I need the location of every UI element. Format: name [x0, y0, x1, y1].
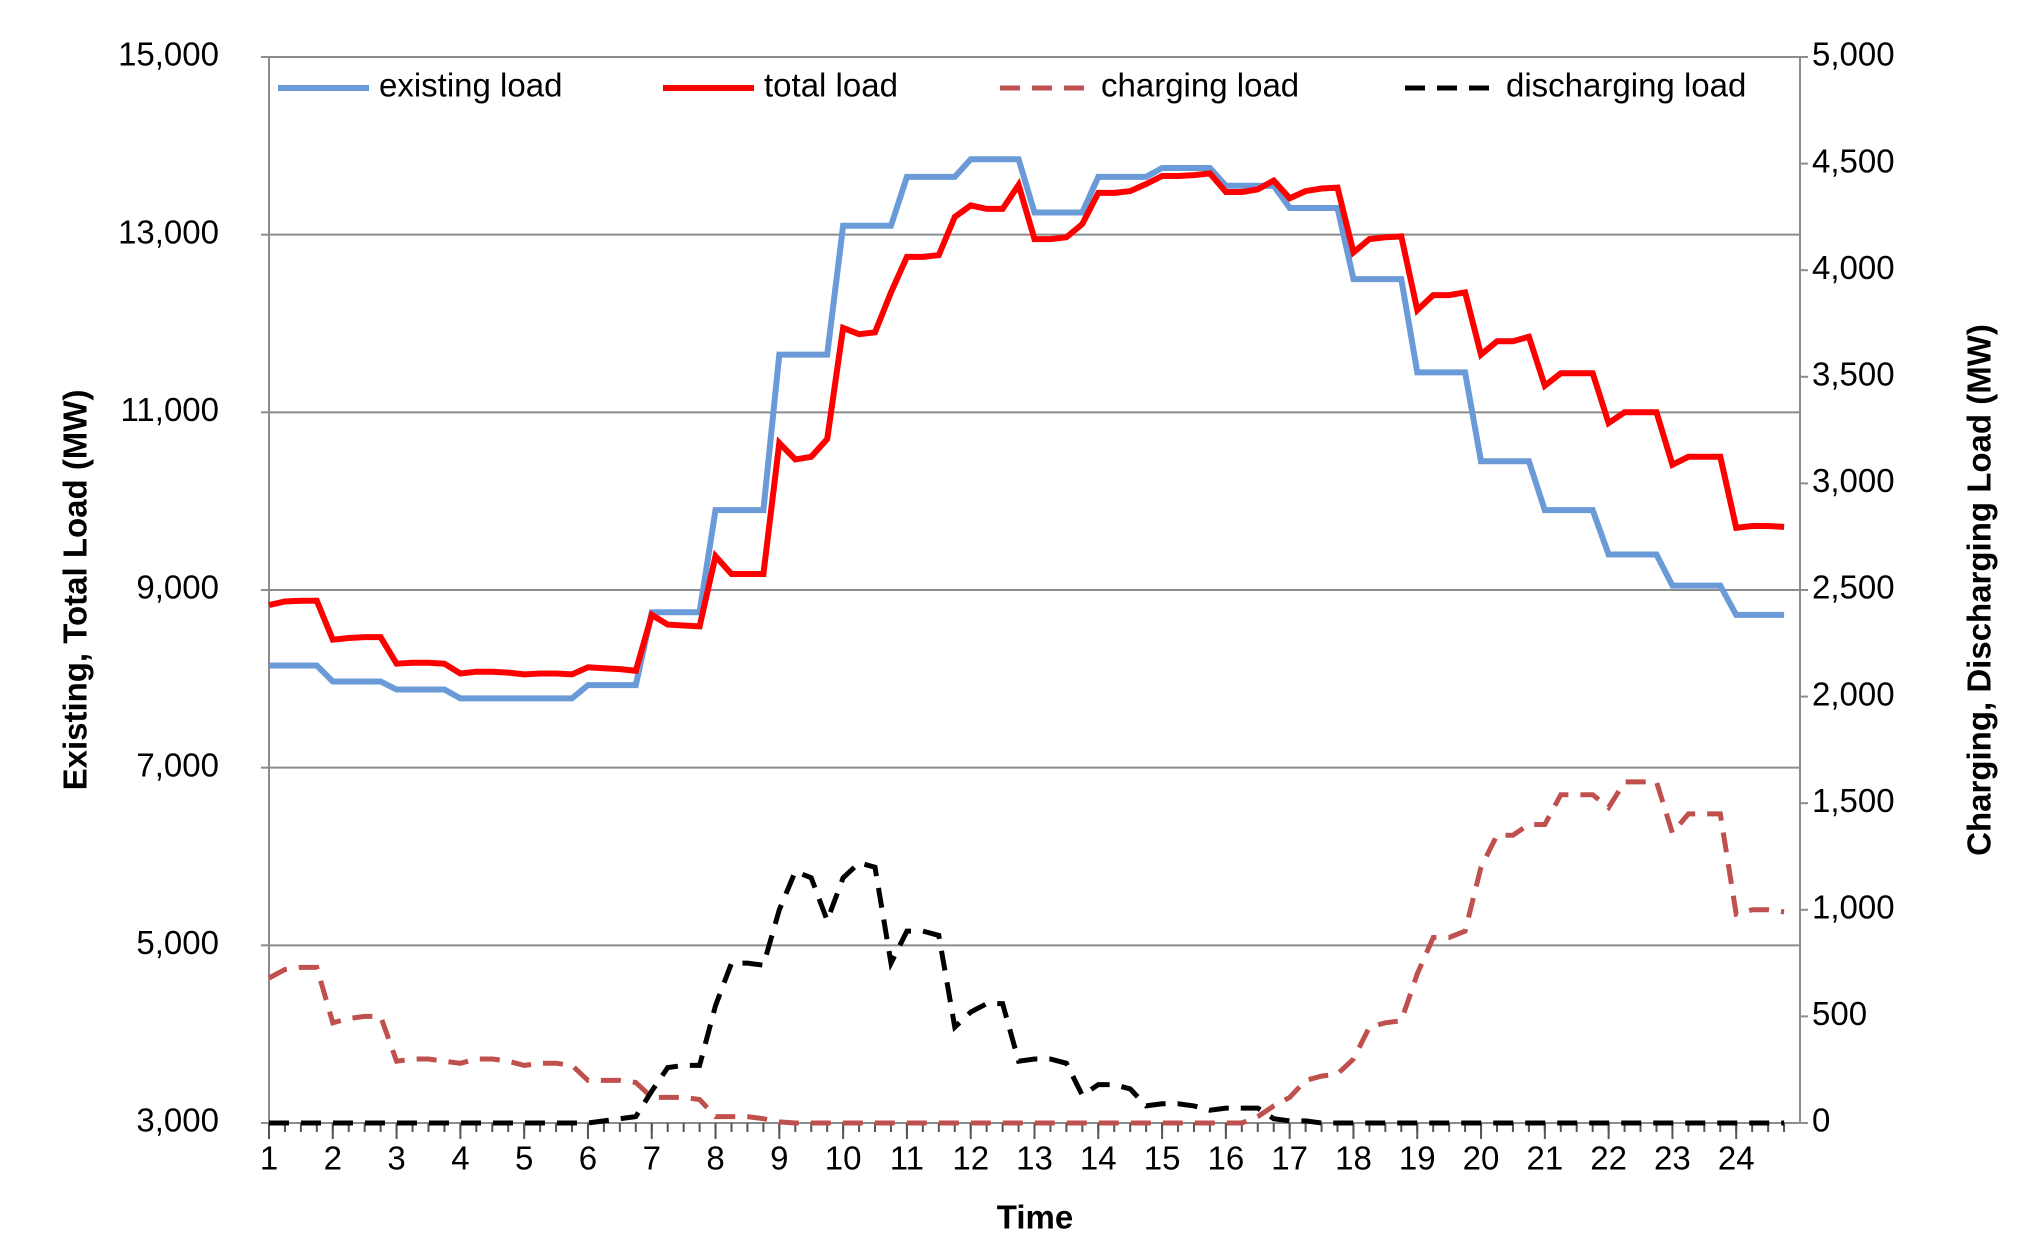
- x-tick-label: 8: [706, 1140, 724, 1177]
- y-tick-label: 9,000: [136, 569, 219, 606]
- series-line: [269, 860, 1785, 1126]
- x-tick-label: 7: [643, 1140, 661, 1177]
- x-tick-label: 12: [952, 1140, 989, 1177]
- x-tick-label: 1: [260, 1140, 278, 1177]
- series-line: [268, 170, 1785, 678]
- y2-tick-label: 2,000: [1812, 675, 1895, 712]
- y2-tick-label: 0: [1812, 1102, 1830, 1139]
- y2-tick-label: 4,000: [1812, 249, 1895, 286]
- y2-tick-label: 1,500: [1812, 782, 1895, 819]
- y-tick-label: 15,000: [118, 36, 219, 73]
- legend-label: discharging load: [1506, 67, 1746, 104]
- x-tick-label: 18: [1335, 1140, 1372, 1177]
- series-line: [269, 156, 1785, 702]
- y-tick-label: 3,000: [136, 1102, 219, 1139]
- x-tick-label: 10: [825, 1140, 862, 1177]
- y2-tick-label: 500: [1812, 995, 1867, 1032]
- legend-label: existing load: [379, 67, 562, 104]
- x-tick-label: 24: [1718, 1140, 1755, 1177]
- x-tick-label: 20: [1463, 1140, 1500, 1177]
- x-tick-label: 19: [1399, 1140, 1436, 1177]
- series-line: [267, 779, 1785, 1126]
- legend-label: charging load: [1101, 67, 1299, 104]
- y2-tick-label: 5,000: [1812, 36, 1895, 73]
- legend-label: total load: [764, 67, 898, 104]
- y2-tick-label: 4,500: [1812, 142, 1895, 179]
- y2-tick-label: 2,500: [1812, 569, 1895, 606]
- y-tick-label: 7,000: [136, 746, 219, 783]
- x-tick-label: 5: [515, 1140, 533, 1177]
- x-tick-label: 14: [1080, 1140, 1117, 1177]
- y2-tick-label: 1,000: [1812, 889, 1895, 926]
- x-tick-label: 2: [324, 1140, 342, 1177]
- y2-tick-label: 3,500: [1812, 356, 1895, 393]
- y2-tick-label: 3,000: [1812, 462, 1895, 499]
- x-tick-label: 4: [451, 1140, 469, 1177]
- x-tick-label: 13: [1016, 1140, 1053, 1177]
- x-tick-label: 6: [579, 1140, 597, 1177]
- x-tick-label: 21: [1526, 1140, 1563, 1177]
- x-tick-label: 22: [1590, 1140, 1627, 1177]
- y-axis-label: Existing, Total Load (MW): [57, 390, 94, 791]
- y-tick-label: 11,000: [121, 391, 219, 428]
- x-tick-label: 3: [387, 1140, 405, 1177]
- y-tick-label: 5,000: [136, 924, 219, 961]
- y-tick-label: 13,000: [118, 213, 219, 250]
- x-tick-label: 11: [890, 1140, 924, 1177]
- x-axis-label: Time: [997, 1199, 1073, 1236]
- x-tick-label: 9: [770, 1140, 788, 1177]
- y2-axis-label: Charging, Discharging Load (MW): [1961, 324, 1998, 856]
- x-tick-label: 23: [1654, 1140, 1691, 1177]
- x-tick-label: 15: [1144, 1140, 1181, 1177]
- x-tick-label: 17: [1271, 1140, 1308, 1177]
- x-tick-label: 16: [1208, 1140, 1245, 1177]
